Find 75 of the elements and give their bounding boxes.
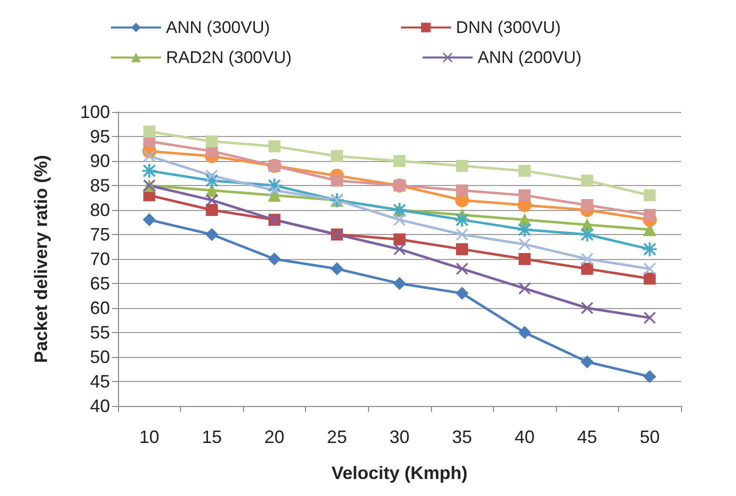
x-tick-label: 15 (202, 427, 222, 447)
point (644, 208, 656, 221)
point (205, 228, 218, 241)
point (580, 355, 594, 368)
point (206, 135, 218, 148)
y-tick-label: 60 (90, 298, 110, 318)
y-tick-label: 75 (90, 224, 110, 244)
point (394, 243, 406, 256)
point (142, 213, 156, 226)
point (581, 174, 594, 187)
x-tick-label: 50 (640, 427, 660, 447)
y-tick-label: 65 (90, 274, 110, 294)
y-tick-label: 90 (90, 151, 110, 171)
y-tick-label: 55 (90, 322, 110, 342)
point (644, 262, 656, 275)
x-tick-label: 30 (389, 427, 410, 447)
point (642, 242, 657, 256)
x-axis-title: Velocity (Kmph) (331, 463, 468, 483)
point (394, 155, 406, 167)
y-tick-label: 70 (90, 249, 110, 269)
point (581, 302, 594, 314)
point (581, 262, 594, 275)
legend-label: ANN (200VU) (478, 48, 582, 67)
point (142, 164, 156, 178)
point (456, 228, 468, 240)
point (456, 243, 468, 256)
x-tick-label: 45 (577, 427, 598, 447)
x-tick-label: 10 (139, 427, 160, 447)
point (518, 326, 532, 339)
point (518, 164, 531, 177)
point (644, 312, 656, 324)
y-tick-label: 50 (90, 347, 110, 367)
point (456, 184, 468, 196)
x-tick-label: 25 (326, 427, 347, 447)
point (268, 140, 280, 152)
point (143, 126, 156, 138)
point (518, 238, 531, 250)
point (206, 204, 218, 216)
y-tick-label: 45 (90, 372, 110, 392)
point (330, 174, 343, 187)
point (206, 194, 218, 206)
point (456, 160, 468, 172)
y-tick-label: 100 (80, 102, 110, 122)
point (518, 222, 532, 237)
x-tick-label: 35 (452, 427, 472, 447)
point (456, 286, 469, 300)
point (643, 370, 656, 384)
legend-label: DNN (300VU) (456, 18, 561, 37)
legend-label: ANN (300VU) (166, 18, 270, 37)
point (206, 170, 218, 182)
point (581, 253, 594, 265)
point (518, 253, 531, 265)
point (268, 252, 281, 266)
y-axis-title: Packet delivery ratio (%) (31, 154, 51, 364)
point (268, 184, 280, 196)
point (330, 150, 343, 162)
point (330, 262, 344, 276)
y-tick-label: 40 (90, 396, 110, 416)
point (143, 150, 156, 162)
point (393, 277, 406, 290)
x-tick-label: 20 (264, 427, 284, 447)
point (456, 262, 468, 275)
point (644, 272, 656, 285)
point (581, 199, 594, 212)
legend-label: RAD2N (300VU) (166, 48, 292, 67)
x-tick-label: 40 (514, 427, 535, 447)
point (455, 212, 470, 227)
y-tick-label: 80 (90, 200, 110, 220)
y-tick-label: 95 (90, 126, 110, 146)
point (580, 228, 594, 242)
point (644, 189, 656, 202)
y-tick-label: 85 (90, 176, 110, 196)
point (518, 282, 531, 294)
point (394, 233, 406, 246)
point (518, 189, 531, 202)
